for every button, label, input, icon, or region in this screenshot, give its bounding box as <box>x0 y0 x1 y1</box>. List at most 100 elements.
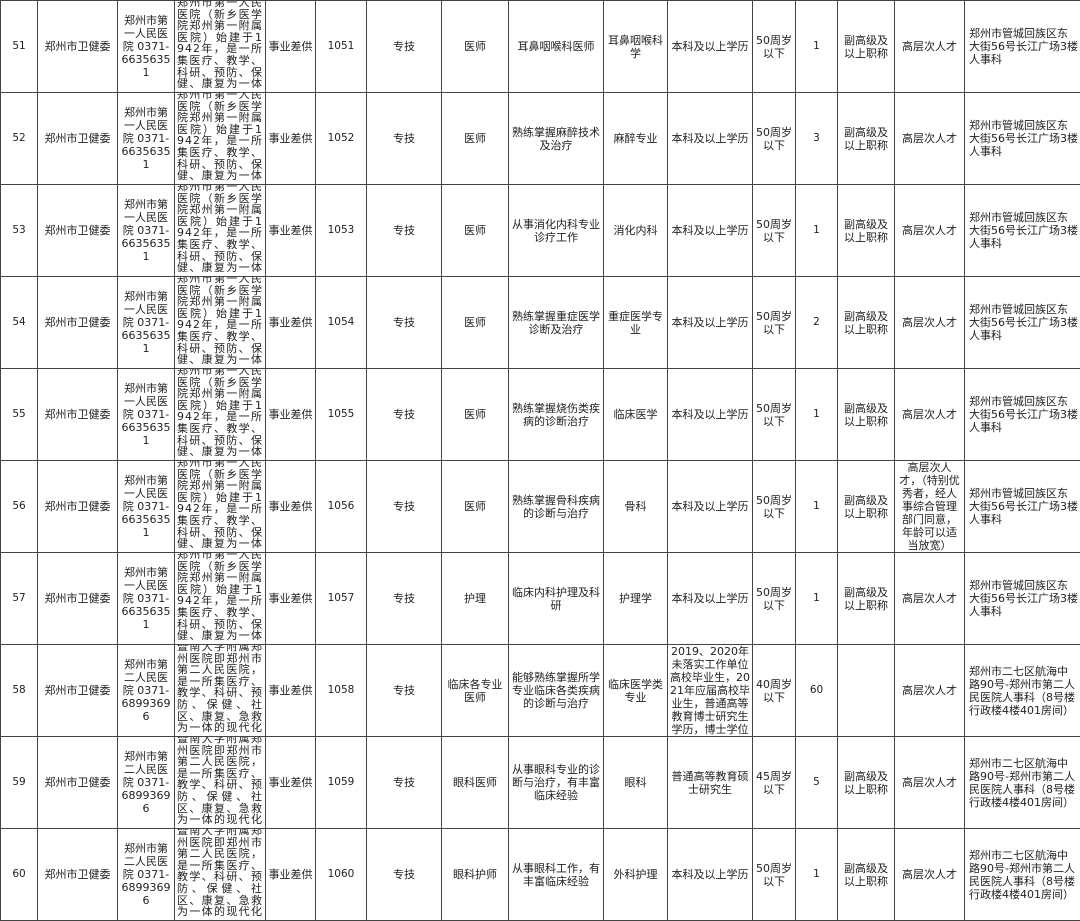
age-requirement-cell: 50周岁以下 <box>752 368 796 461</box>
department-cell: 郑州市卫健委 <box>37 552 118 645</box>
title-requirement-cell: 副高级及以上职称 <box>837 460 895 553</box>
unit-intro-text: 郑州市第一人民医院（新乡医学院郑州第一附属医院）始建于1942年，是一所集医疗、… <box>177 184 263 273</box>
position-name-cell: 眼科医师 <box>441 736 509 829</box>
education-requirement-cell: 本科及以上学历 <box>667 0 753 93</box>
unit-intro-text: 郑州市第一人民医院（新乡医学院郑州第一附属医院）始建于1942年，是一所集医疗、… <box>177 460 263 549</box>
row-number-cell: 55 <box>0 368 38 461</box>
position-code-cell: 1056 <box>315 460 367 553</box>
position-category-cell: 专技 <box>366 368 442 461</box>
funding-type-cell: 事业差供 <box>265 828 316 921</box>
contact-address-cell: 郑州市管城回族区东大街56号长江广场3楼人事科 <box>964 460 1080 553</box>
hiring-unit-cell: 郑州市第二人民医院 0371-68993696 <box>117 644 175 737</box>
contact-address-cell: 郑州市二七区航海中路90号-郑州市第二人民医院人事科（8号楼行政楼4楼401房间… <box>964 828 1080 921</box>
other-requirement-cell: 高层次人才，（特别优秀者，经人事综合管理部门同意，年龄可以适当放宽） <box>894 460 965 553</box>
position-category-cell: 专技 <box>366 828 442 921</box>
unit-intro-cell: 暨南大学附属郑州医院即郑州市第二人民医院，是一所集医疗、教学、科研、预防、保健、… <box>174 644 266 737</box>
title-requirement-cell: 副高级及以上职称 <box>837 368 895 461</box>
major-requirement-cell: 护理学 <box>603 552 668 645</box>
education-requirement-cell: 普通高等教育硕士研究生 <box>667 736 753 829</box>
table-row: 58 郑州市卫健委 郑州市第二人民医院 0371-68993696 暨南大学附属郑州医… <box>0 644 1080 737</box>
other-requirement-cell: 高层次人才 <box>894 0 965 93</box>
position-code-cell: 1058 <box>315 644 367 737</box>
department-cell: 郑州市卫健委 <box>37 828 118 921</box>
position-duty-cell: 从事眼科专业的诊断与治疗，有丰富临床经验 <box>508 736 604 829</box>
major-requirement-cell: 临床医学 <box>603 368 668 461</box>
education-requirement-cell: 本科及以上学历 <box>667 460 753 553</box>
major-requirement-cell: 临床医学类专业 <box>603 644 668 737</box>
position-code-cell: 1052 <box>315 92 367 185</box>
department-cell: 郑州市卫健委 <box>37 736 118 829</box>
hiring-unit-cell: 郑州市第一人民医院 0371-66356351 <box>117 184 175 277</box>
table-row: 53 郑州市卫健委 郑州市第一人民医院 0371-66356351 郑州市第一人民医院… <box>0 184 1080 277</box>
age-requirement-cell: 40周岁以下 <box>752 644 796 737</box>
table-row: 59 郑州市卫健委 郑州市第二人民医院 0371-68993696 暨南大学附属郑州医… <box>0 736 1080 829</box>
hire-count-cell: 1 <box>795 828 838 921</box>
unit-intro-cell: 郑州市第一人民医院（新乡医学院郑州第一附属医院）始建于1942年，是一所集医疗、… <box>174 0 266 93</box>
education-requirement-cell: 2019、2020年未落实工作单位高校毕业生，2021年应届高校毕业生，普通高等… <box>667 644 753 737</box>
funding-type-cell: 事业差供 <box>265 644 316 737</box>
position-name-cell: 医师 <box>441 368 509 461</box>
age-requirement-cell: 50周岁以下 <box>752 828 796 921</box>
title-requirement-cell: 副高级及以上职称 <box>837 828 895 921</box>
other-requirement-cell: 高层次人才 <box>894 828 965 921</box>
position-category-cell: 专技 <box>366 736 442 829</box>
education-requirement-cell: 本科及以上学历 <box>667 552 753 645</box>
position-code-cell: 1051 <box>315 0 367 93</box>
position-category-cell: 专技 <box>366 460 442 553</box>
table-row: 52 郑州市卫健委 郑州市第一人民医院 0371-66356351 郑州市第一人民医院… <box>0 92 1080 185</box>
position-category-cell: 专技 <box>366 644 442 737</box>
hire-count-cell: 3 <box>795 92 838 185</box>
unit-intro-cell: 郑州市第一人民医院（新乡医学院郑州第一附属医院）始建于1942年，是一所集医疗、… <box>174 460 266 553</box>
education-requirement-cell: 本科及以上学历 <box>667 184 753 277</box>
position-name-cell: 眼科护师 <box>441 828 509 921</box>
department-cell: 郑州市卫健委 <box>37 184 118 277</box>
title-requirement-cell: 副高级及以上职称 <box>837 184 895 277</box>
education-requirement-cell: 本科及以上学历 <box>667 828 753 921</box>
position-duty-cell: 能够熟练掌握所学专业临床各类疾病的诊断与治疗 <box>508 644 604 737</box>
position-code-cell: 1059 <box>315 736 367 829</box>
table-row: 55 郑州市卫健委 郑州市第一人民医院 0371-66356351 郑州市第一人民医院… <box>0 368 1080 461</box>
education-requirement-cell: 本科及以上学历 <box>667 92 753 185</box>
age-requirement-cell: 50周岁以下 <box>752 0 796 93</box>
hiring-unit-cell: 郑州市第二人民医院 0371-68993696 <box>117 736 175 829</box>
table-row: 51 郑州市卫健委 郑州市第一人民医院 0371-66356351 郑州市第一人民医院… <box>0 0 1080 93</box>
hire-count-cell: 1 <box>795 184 838 277</box>
unit-intro-text: 郑州市第一人民医院（新乡医学院郑州第一附属医院）始建于1942年，是一所集医疗、… <box>177 92 263 181</box>
age-requirement-cell: 50周岁以下 <box>752 184 796 277</box>
contact-address-cell: 郑州市管城回族区东大街56号长江广场3楼人事科 <box>964 368 1080 461</box>
department-cell: 郑州市卫健委 <box>37 644 118 737</box>
age-requirement-cell: 50周岁以下 <box>752 276 796 369</box>
other-requirement-cell: 高层次人才 <box>894 736 965 829</box>
title-requirement-cell: 副高级及以上职称 <box>837 276 895 369</box>
hiring-unit-cell: 郑州市第一人民医院 0371-66356351 <box>117 552 175 645</box>
position-category-cell: 专技 <box>366 184 442 277</box>
age-requirement-cell: 45周岁以下 <box>752 736 796 829</box>
position-name-cell: 医师 <box>441 460 509 553</box>
contact-address-cell: 郑州市管城回族区东大街56号长江广场3楼人事科 <box>964 276 1080 369</box>
position-name-cell: 医师 <box>441 92 509 185</box>
title-requirement-cell: 副高级及以上职称 <box>837 0 895 93</box>
contact-address-cell: 郑州市管城回族区东大街56号长江广场3楼人事科 <box>964 184 1080 277</box>
unit-intro-text: 郑州市第一人民医院（新乡医学院郑州第一附属医院）始建于1942年，是一所集医疗、… <box>177 552 263 641</box>
position-duty-cell: 从事眼科工作，有丰富临床经验 <box>508 828 604 921</box>
major-requirement-cell: 骨科 <box>603 460 668 553</box>
major-requirement-cell: 眼科 <box>603 736 668 829</box>
contact-address-cell: 郑州市管城回族区东大街56号长江广场3楼人事科 <box>964 0 1080 93</box>
hiring-unit-cell: 郑州市第一人民医院 0371-66356351 <box>117 92 175 185</box>
table-row: 57 郑州市卫健委 郑州市第一人民医院 0371-66356351 郑州市第一人民医院… <box>0 552 1080 645</box>
unit-intro-cell: 郑州市第一人民医院（新乡医学院郑州第一附属医院）始建于1942年，是一所集医疗、… <box>174 368 266 461</box>
table-row: 60 郑州市卫健委 郑州市第二人民医院 0371-68993696 暨南大学附属郑州医… <box>0 828 1080 921</box>
title-requirement-cell <box>837 644 895 737</box>
age-requirement-cell: 50周岁以下 <box>752 92 796 185</box>
row-number-cell: 51 <box>0 0 38 93</box>
other-requirement-cell: 高层次人才 <box>894 644 965 737</box>
hire-count-cell: 1 <box>795 0 838 93</box>
hiring-unit-cell: 郑州市第一人民医院 0371-66356351 <box>117 460 175 553</box>
position-duty-cell: 熟练掌握烧伤类疾病的诊断治疗 <box>508 368 604 461</box>
title-requirement-cell: 副高级及以上职称 <box>837 552 895 645</box>
education-requirement-cell: 本科及以上学历 <box>667 368 753 461</box>
contact-address-cell: 郑州市二七区航海中路90号-郑州市第二人民医院人事科（8号楼行政楼4楼401房间… <box>964 644 1080 737</box>
major-requirement-cell: 外科护理 <box>603 828 668 921</box>
table-row: 54 郑州市卫健委 郑州市第一人民医院 0371-66356351 郑州市第一人民医院… <box>0 276 1080 369</box>
unit-intro-cell: 郑州市第一人民医院（新乡医学院郑州第一附属医院）始建于1942年，是一所集医疗、… <box>174 276 266 369</box>
